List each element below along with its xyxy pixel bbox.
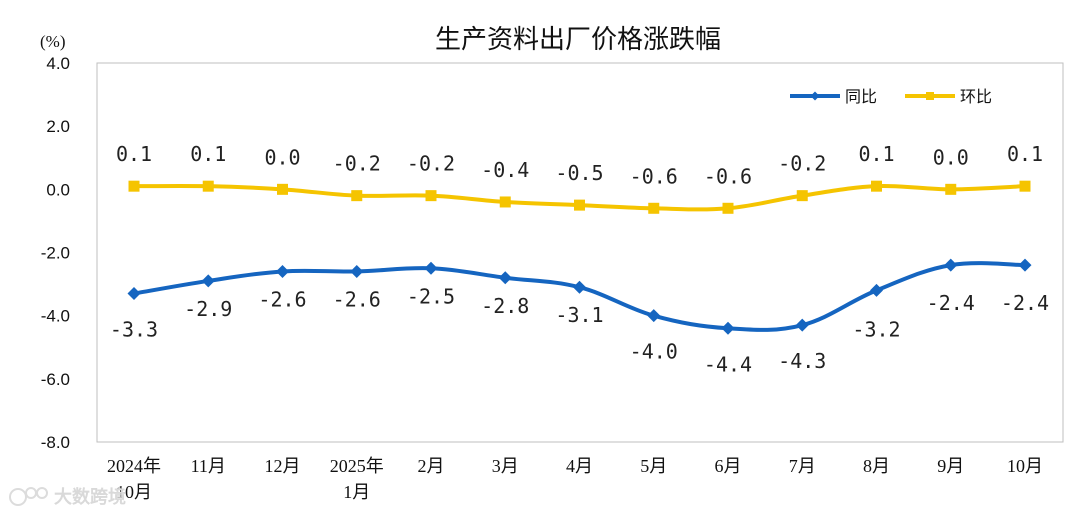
data-point — [647, 309, 661, 323]
data-label: 0.1 — [190, 142, 226, 166]
data-point — [128, 180, 140, 192]
data-label: -4.3 — [778, 349, 826, 373]
y-axis-ticks: 4.0 2.0 0.0 -2.0 -4.0 -6.0 -8.0 — [41, 54, 70, 452]
watermark-logo-icon — [9, 487, 48, 506]
data-label: -0.2 — [333, 152, 381, 176]
data-label: -0.2 — [778, 152, 826, 176]
data-label: 0.1 — [1007, 142, 1043, 166]
data-label: -2.6 — [258, 287, 306, 311]
y-tick-label: 2.0 — [46, 117, 70, 136]
data-point — [277, 183, 288, 195]
x-tick-label: 8月 — [863, 456, 890, 476]
data-point — [945, 183, 957, 195]
x-tick-label: 7月 — [789, 456, 816, 476]
y-tick-label: -4.0 — [41, 307, 70, 326]
series-yoy: -3.3 -2.9 -2.6 -2.6 -2.5 -2.8 -3.1 -4.0 -4.4 -4.3… — [110, 258, 1049, 376]
data-point — [574, 199, 585, 211]
data-label: 0.0 — [264, 145, 300, 169]
data-label: -2.4 — [1001, 291, 1049, 315]
data-label: -2.6 — [333, 287, 381, 311]
data-point — [648, 202, 660, 214]
y-tick-label: -2.0 — [41, 244, 70, 263]
data-point — [202, 180, 214, 192]
data-label: -0.5 — [555, 161, 603, 185]
legend: 同比 环比 — [790, 87, 992, 106]
x-tick-label: 9月 — [937, 456, 964, 476]
data-point — [498, 271, 512, 285]
data-point — [424, 261, 438, 275]
data-label: -0.6 — [630, 164, 678, 188]
data-label: -3.1 — [555, 303, 603, 327]
data-label: 0.1 — [116, 142, 152, 166]
chart-title: 生产资料出厂价格涨跌幅 — [435, 25, 721, 55]
data-point — [127, 287, 141, 301]
data-label: -0.6 — [704, 164, 752, 188]
y-unit-label: (%) — [40, 32, 65, 51]
data-point — [796, 190, 808, 202]
data-point — [721, 321, 735, 335]
data-point — [1018, 258, 1032, 272]
data-point — [871, 180, 882, 192]
x-tick-label: 2月 — [418, 456, 445, 476]
data-label: -3.3 — [110, 318, 158, 342]
data-point — [351, 190, 363, 202]
x-tick-label: 3月 — [492, 456, 519, 476]
y-tick-label: 0.0 — [46, 180, 70, 199]
y-tick-label: -6.0 — [41, 370, 70, 389]
legend-item: 环比 — [905, 87, 992, 106]
data-point — [276, 264, 289, 278]
legend-label: 同比 — [845, 87, 877, 106]
watermark: 大数跨境 — [9, 486, 126, 508]
data-label: -2.8 — [481, 294, 529, 318]
data-point — [499, 196, 511, 208]
y-tick-label: -8.0 — [41, 433, 70, 452]
y-tick-label: 4.0 — [46, 54, 70, 73]
plot-area — [96, 62, 1064, 443]
legend-item: 同比 — [790, 87, 877, 106]
data-label: -2.9 — [184, 297, 232, 321]
data-point — [425, 190, 437, 202]
data-point — [1019, 180, 1031, 192]
series-mom: 0.1 0.1 0.0 -0.2 -0.2 -0.4 -0.5 -0.6 -0.6 -0.2 0.1… — [116, 142, 1043, 214]
data-point — [201, 274, 215, 288]
data-label: -0.2 — [407, 152, 455, 176]
data-point — [870, 283, 883, 297]
watermark-text: 大数跨境 — [54, 486, 126, 508]
data-label: 0.1 — [858, 142, 894, 166]
x-tick-label: 12月 — [265, 456, 301, 476]
data-label: -2.5 — [407, 284, 455, 308]
legend-label: 环比 — [960, 87, 992, 106]
data-label: -4.0 — [630, 340, 678, 364]
data-label: -2.4 — [927, 291, 975, 315]
x-tick-label: 5月 — [640, 456, 667, 476]
data-label: -4.4 — [704, 352, 752, 376]
x-tick-label: 11月 — [191, 456, 226, 476]
data-point — [573, 280, 586, 294]
data-point — [795, 318, 809, 332]
x-tick-label: 6月 — [715, 456, 742, 476]
data-label: -0.4 — [481, 158, 529, 182]
series-layer: -3.3 -2.9 -2.6 -2.6 -2.5 -2.8 -3.1 -4.0 -4.4 -4.3… — [110, 142, 1049, 376]
legend-marker — [810, 91, 820, 101]
x-tick-label: 2024年 10月 — [107, 456, 161, 502]
legend-marker — [926, 92, 934, 100]
data-point — [350, 264, 364, 278]
data-label: 0.0 — [933, 145, 969, 169]
data-point — [944, 258, 958, 272]
x-tick-label: 4月 — [566, 456, 593, 476]
x-tick-label: 10月 — [1007, 456, 1043, 476]
x-axis-ticks: 2024年 10月 11月 12月 2025年 1月 2月 3月 4月 5月 6月 7月 8月 9月 10月 — [107, 456, 1043, 502]
x-tick-label: 2025年 1月 — [330, 456, 384, 502]
data-point — [722, 202, 734, 214]
data-label: -3.2 — [852, 317, 900, 341]
